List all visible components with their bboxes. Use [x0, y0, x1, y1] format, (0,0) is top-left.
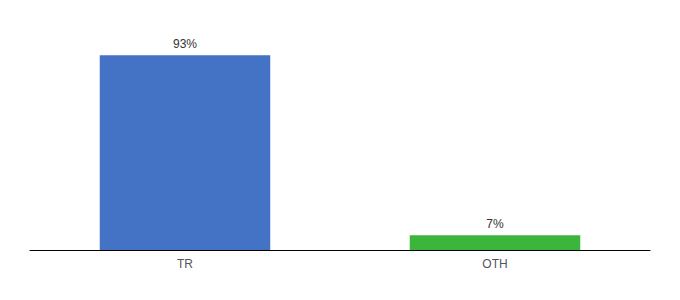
svg-text:TR: TR	[177, 257, 193, 271]
svg-text:OTH: OTH	[482, 257, 507, 271]
svg-text:7%: 7%	[486, 217, 504, 231]
svg-text:93%: 93%	[173, 37, 197, 51]
